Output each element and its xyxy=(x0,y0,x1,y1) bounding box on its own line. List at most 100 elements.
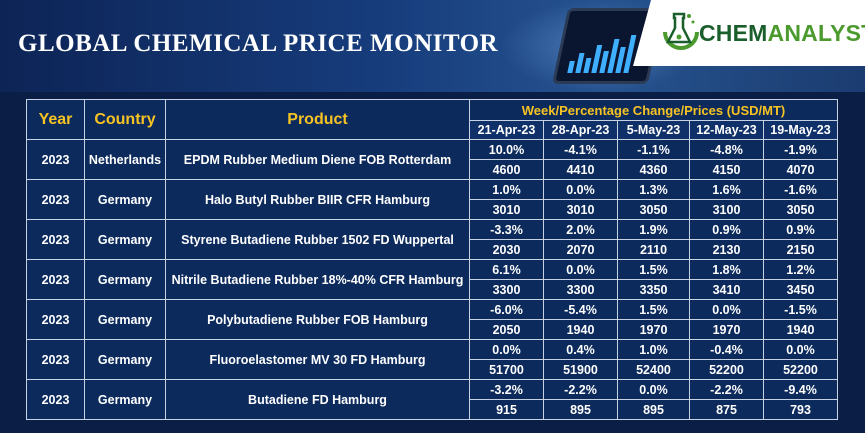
cell-percent-change: 1.5% xyxy=(617,259,690,280)
cell-price: 3300 xyxy=(543,279,618,300)
cell-price: 2110 xyxy=(617,239,690,260)
table-row-price: 2030 2070 2110 2130 2150 xyxy=(27,239,838,260)
cell-product: Butadiene FD Hamburg xyxy=(165,379,470,420)
cell-percent-change: 0.4% xyxy=(543,339,618,360)
table-row: 2023 Netherlands EPDM Rubber Medium Diene … xyxy=(26,139,838,180)
logo-text-chem: CHEM xyxy=(699,20,768,46)
cell-price: 1940 xyxy=(763,319,838,340)
col-header-product: Product xyxy=(165,99,470,140)
cell-percent-change: -0.4% xyxy=(689,339,764,360)
cell-percent-change: -2.2% xyxy=(689,379,764,400)
cell-year: 2023 xyxy=(26,219,85,260)
cell-percent-change: -4.1% xyxy=(543,139,618,160)
cell-price: 51900 xyxy=(543,359,618,380)
cell-percent-change: -4.8% xyxy=(689,139,764,160)
price-table: Year Country Product Week/Percentage Cha… xyxy=(26,99,838,420)
cell-product: Nitrile Butadiene Rubber 18%-40% CFR Ham… xyxy=(165,259,470,300)
cell-percent-change: 0.9% xyxy=(763,219,838,240)
table-row: 2023 Germany Styrene Butadiene Rubber 1502… xyxy=(26,219,838,260)
cell-percent-change: -6.0% xyxy=(469,299,544,320)
cell-price: 3050 xyxy=(617,199,690,220)
cell-price: 2130 xyxy=(689,239,764,260)
cell-price: 4150 xyxy=(689,159,764,180)
cell-percent-change: 0.0% xyxy=(617,379,690,400)
cell-percent-change: 1.0% xyxy=(617,339,690,360)
table-row-price: 4600 4410 4360 4150 4070 xyxy=(27,159,838,180)
cell-price: 4360 xyxy=(617,159,690,180)
cell-percent-change: 0.0% xyxy=(543,259,618,280)
table-row-price: 3010 3010 3050 3100 3050 xyxy=(27,199,838,220)
cell-price: 3350 xyxy=(617,279,690,300)
cell-percent-change: 1.3% xyxy=(617,179,690,200)
cell-price: 4410 xyxy=(543,159,618,180)
cell-price: 52400 xyxy=(617,359,690,380)
table-row: 2023 Germany Polybutadiene Rubber FOB Hamb… xyxy=(26,299,838,340)
page-title: GLOBAL CHEMICAL PRICE MONITOR xyxy=(18,30,499,57)
cell-percent-change: 1.5% xyxy=(617,299,690,320)
cell-price: 1970 xyxy=(689,319,764,340)
cell-year: 2023 xyxy=(26,299,85,340)
col-header-date: 5-May-23 xyxy=(617,120,690,140)
table-row-price: 51700 51900 52400 52200 52200 xyxy=(27,359,838,380)
cell-product: Fluoroelastomer MV 30 FD Hamburg xyxy=(165,339,470,380)
cell-country: Germany xyxy=(84,379,166,420)
logo-text: CHEMANALYST xyxy=(699,20,865,47)
cell-price: 3450 xyxy=(763,279,838,300)
table-row-price: 2050 1940 1970 1970 1940 xyxy=(27,319,838,340)
flask-logo-icon xyxy=(663,12,699,50)
col-header-country: Country xyxy=(84,99,166,140)
cell-year: 2023 xyxy=(26,139,85,180)
table-row: 2023 Germany Butadiene FD Hamburg -3.2% -2.2… xyxy=(26,379,838,420)
cell-price: 1970 xyxy=(617,319,690,340)
chemanalyst-logo[interactable]: CHEMANALYST xyxy=(633,0,865,66)
cell-price: 895 xyxy=(543,399,618,420)
cell-percent-change: -1.5% xyxy=(763,299,838,320)
cell-product: Polybutadiene Rubber FOB Hamburg xyxy=(165,299,470,340)
cell-country: Germany xyxy=(84,299,166,340)
cell-price: 3300 xyxy=(469,279,544,300)
cell-price: 52200 xyxy=(689,359,764,380)
cell-price: 3410 xyxy=(689,279,764,300)
cell-percent-change: -5.4% xyxy=(543,299,618,320)
col-header-week-group: Week/Percentage Change/Prices (USD/MT) xyxy=(469,99,838,121)
table-row: 2023 Germany Halo Butyl Rubber BIIR CFR Ha… xyxy=(26,179,838,220)
cell-price: 3010 xyxy=(543,199,618,220)
cell-price: 2070 xyxy=(543,239,618,260)
cell-price: 2050 xyxy=(469,319,544,340)
cell-percent-change: -3.3% xyxy=(469,219,544,240)
cell-percent-change: 1.2% xyxy=(763,259,838,280)
cell-price: 3010 xyxy=(469,199,544,220)
cell-price: 51700 xyxy=(469,359,544,380)
cell-percent-change: 0.0% xyxy=(763,339,838,360)
cell-country: Netherlands xyxy=(84,139,166,180)
col-header-date: 21-Apr-23 xyxy=(469,120,544,140)
cell-percent-change: 1.0% xyxy=(469,179,544,200)
table-row: 2023 Germany Fluoroelastomer MV 30 FD Hamb… xyxy=(26,339,838,380)
col-header-year: Year xyxy=(26,99,85,140)
cell-price: 1940 xyxy=(543,319,618,340)
cell-percent-change: -2.2% xyxy=(543,379,618,400)
cell-percent-change: 0.9% xyxy=(689,219,764,240)
logo-text-analyst: ANALYST xyxy=(767,20,865,46)
cell-percent-change: -3.2% xyxy=(469,379,544,400)
cell-percent-change: -1.1% xyxy=(617,139,690,160)
cell-percent-change: 0.0% xyxy=(469,339,544,360)
cell-price: 2150 xyxy=(763,239,838,260)
cell-price: 4600 xyxy=(469,159,544,180)
price-table-container: Year Country Product Week/Percentage Cha… xyxy=(26,99,838,420)
cell-percent-change: 0.0% xyxy=(689,299,764,320)
cell-price: 3100 xyxy=(689,199,764,220)
cell-price: 875 xyxy=(689,399,764,420)
cell-product: Halo Butyl Rubber BIIR CFR Hamburg xyxy=(165,179,470,220)
cell-price: 915 xyxy=(469,399,544,420)
cell-percent-change: 10.0% xyxy=(469,139,544,160)
cell-percent-change: 6.1% xyxy=(469,259,544,280)
cell-price: 3050 xyxy=(763,199,838,220)
cell-year: 2023 xyxy=(26,379,85,420)
cell-year: 2023 xyxy=(26,339,85,380)
cell-country: Germany xyxy=(84,219,166,260)
table-row-price: 915 895 895 875 793 xyxy=(27,399,838,420)
cell-product: Styrene Butadiene Rubber 1502 FD Wuppert… xyxy=(165,219,470,260)
cell-year: 2023 xyxy=(26,179,85,220)
cell-percent-change: 1.8% xyxy=(689,259,764,280)
